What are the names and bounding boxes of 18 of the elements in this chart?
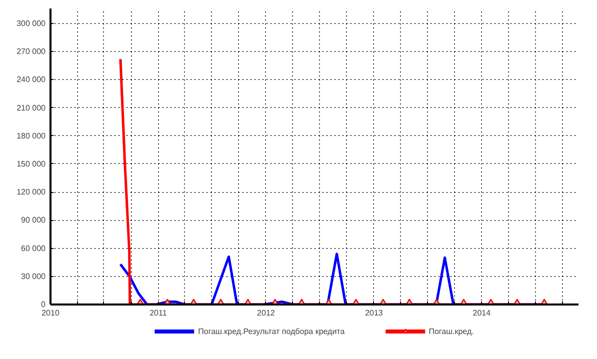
legend-label: Погаш.кред.Результат подбора кредита	[198, 326, 345, 336]
x-tick-label: 2013	[365, 308, 384, 318]
y-tick-label: 60 000	[21, 244, 46, 253]
y-tick-label: 210 000	[16, 103, 46, 112]
y-tick-label: 180 000	[16, 131, 46, 140]
y-tick-label: 240 000	[16, 75, 46, 84]
y-tick-label: 30 000	[21, 272, 46, 281]
y-tick-label: 300 000	[16, 18, 46, 28]
y-tick-label: 270 000	[16, 47, 46, 56]
y-tick-label: 150 000	[16, 159, 46, 168]
y-tick-label: 120 000	[16, 188, 46, 197]
x-tick-label: 2014	[472, 308, 492, 318]
y-tick-label: 90 000	[21, 216, 46, 225]
x-tick-label: 2012	[257, 308, 276, 318]
x-tick-label: 2010	[42, 308, 60, 318]
x-tick-label: 2011	[150, 308, 168, 318]
y-tick-label: 0	[41, 300, 46, 309]
legend-label: Погаш.кред.	[428, 326, 474, 336]
